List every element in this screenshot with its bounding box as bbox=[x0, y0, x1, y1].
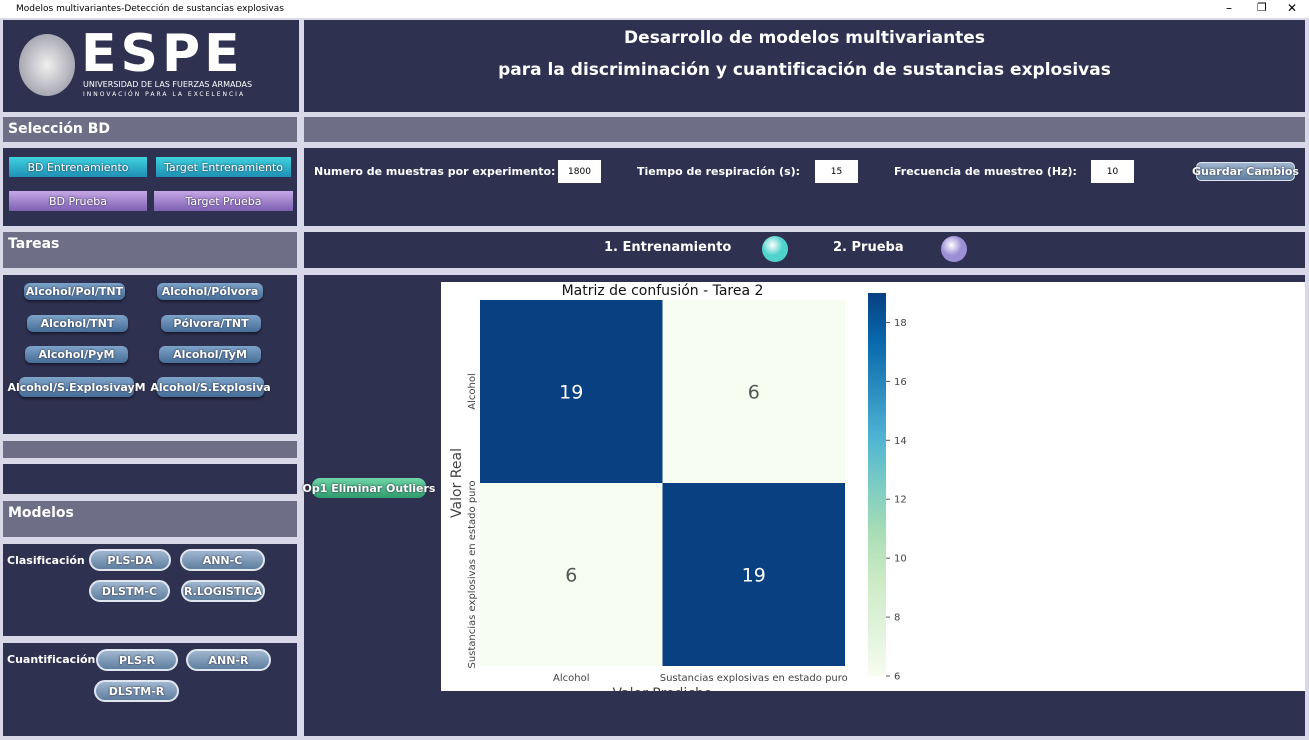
cell-label: 6 bbox=[565, 565, 577, 587]
quantification-button[interactable]: ANN-R bbox=[186, 649, 271, 671]
minimize[interactable]: – bbox=[1226, 1, 1232, 15]
step-indicator[interactable] bbox=[941, 236, 967, 262]
parameters-panel bbox=[304, 148, 1305, 226]
cell-label: 19 bbox=[559, 382, 583, 404]
database-button[interactable]: BD Prueba bbox=[9, 191, 147, 211]
spacer-bar bbox=[304, 117, 1305, 142]
parameter-label: Frecuencia de muestreo (Hz): bbox=[894, 165, 1077, 178]
classification-button[interactable]: R.LOGISTICA bbox=[181, 580, 265, 602]
spacer-bar bbox=[3, 441, 297, 458]
quantification-button[interactable]: PLS-R bbox=[96, 649, 178, 671]
header-title-1: Desarrollo de modelos multivariantes bbox=[624, 28, 985, 48]
task-button[interactable]: Alcohol/PyM bbox=[25, 346, 128, 363]
empty-panel bbox=[3, 464, 297, 494]
heatmap-cell bbox=[662, 483, 845, 666]
section-models: Modelos bbox=[3, 501, 297, 537]
classification-label: Clasificación bbox=[7, 554, 85, 567]
cell-label: 6 bbox=[748, 382, 760, 404]
y-tick-label: Alcohol bbox=[467, 373, 478, 409]
x-tick-label: Sustancias explosivas en estado puro bbox=[660, 673, 848, 684]
parameter-label: Tiempo de respiración (s): bbox=[637, 165, 801, 178]
y-tick-label: Sustancias explosivas en estado puro bbox=[467, 480, 478, 668]
steps-panel bbox=[304, 232, 1305, 268]
logo-name: ESPE bbox=[81, 24, 244, 84]
colorbar-tick-label: 18 bbox=[894, 318, 907, 329]
quantification-button[interactable]: DLSTM-R bbox=[94, 680, 179, 702]
parameter-input[interactable]: 10 bbox=[1091, 160, 1134, 183]
header-panel: Desarrollo de modelos multivariantes par… bbox=[304, 20, 1305, 112]
heatmap-cell bbox=[662, 300, 845, 483]
section-tasks: Tareas bbox=[3, 232, 297, 268]
task-button[interactable]: Alcohol/S.Explosiva bbox=[150, 377, 271, 397]
confusion-matrix: 19 6 6 19 Alcohol Sustancias explosivas en es… bbox=[449, 283, 907, 702]
colorbar-tick-label: 6 bbox=[894, 672, 900, 683]
parameter-label: Numero de muestras por experimento: bbox=[314, 165, 556, 178]
task-button[interactable]: Alcohol/TyM bbox=[159, 346, 261, 363]
logo-line2: INNOVACIÓN PARA LA EXCELENCIA bbox=[83, 91, 246, 98]
colorbar-tick-label: 14 bbox=[894, 436, 907, 447]
database-button[interactable]: Target Entrenamiento bbox=[156, 157, 291, 177]
quantification-label: Cuantificación bbox=[7, 653, 96, 666]
x-tick-label: Alcohol bbox=[553, 673, 589, 684]
restore[interactable]: ❐ bbox=[1257, 1, 1267, 14]
close[interactable]: ✕ bbox=[1287, 1, 1298, 15]
step-label: 2. Prueba bbox=[833, 240, 904, 255]
header-title-2: para la discriminación y cuantificación … bbox=[498, 60, 1111, 80]
cell-label: 19 bbox=[742, 565, 766, 587]
section-database: Selección BD bbox=[3, 117, 297, 142]
title-bar: Modelos multivariantes-Detección de sust… bbox=[0, 0, 1309, 18]
classification-button[interactable]: ANN-C bbox=[180, 549, 265, 571]
colorbar-tick-label: 16 bbox=[894, 377, 907, 388]
classification-button[interactable]: DLSTM-C bbox=[89, 580, 170, 602]
x-axis-label: Valor Predicho bbox=[613, 686, 713, 691]
plot-area: 19 6 6 19 Alcohol Sustancias explosivas en es… bbox=[441, 282, 1305, 702]
logo-panel: ESPE UNIVERSIDAD DE LAS FUERZAS ARMADAS … bbox=[3, 20, 299, 112]
task-button[interactable]: Pólvora/TNT bbox=[161, 315, 261, 332]
chart-title: Matriz de confusión - Tarea 2 bbox=[562, 283, 764, 299]
parameter-input[interactable]: 1800 bbox=[558, 160, 601, 183]
step-label: 1. Entrenamiento bbox=[604, 240, 732, 255]
y-axis-label: Valor Real bbox=[449, 448, 465, 518]
task-button[interactable]: Alcohol/S.ExplosivayM bbox=[7, 377, 146, 397]
step-indicator[interactable] bbox=[762, 236, 788, 262]
database-button[interactable]: BD Entrenamiento bbox=[9, 157, 147, 177]
heatmap-cell bbox=[480, 483, 663, 666]
window-title: Modelos multivariantes-Detección de sust… bbox=[16, 4, 284, 14]
classification-button[interactable]: PLS-DA bbox=[89, 549, 171, 571]
logo-emblem bbox=[19, 34, 75, 96]
colorbar-tick-label: 8 bbox=[894, 613, 900, 624]
database-button[interactable]: Target Prueba bbox=[154, 191, 293, 211]
task-button[interactable]: Alcohol/Pólvora bbox=[157, 283, 263, 300]
task-button[interactable]: Alcohol/TNT bbox=[27, 315, 128, 332]
colorbar-tick-label: 12 bbox=[894, 495, 907, 506]
colorbar-tick-label: 10 bbox=[894, 554, 907, 565]
heatmap-cell bbox=[480, 300, 663, 483]
colorbar bbox=[868, 293, 886, 676]
task-button[interactable]: Alcohol/Pol/TNT bbox=[24, 283, 125, 300]
outlier-button[interactable]: Op1 Eliminar Outliers bbox=[303, 478, 435, 498]
save-button[interactable]: Guardar Cambios bbox=[1192, 162, 1299, 181]
parameter-input[interactable]: 15 bbox=[815, 160, 858, 183]
logo-line1: UNIVERSIDAD DE LAS FUERZAS ARMADAS bbox=[83, 80, 253, 89]
